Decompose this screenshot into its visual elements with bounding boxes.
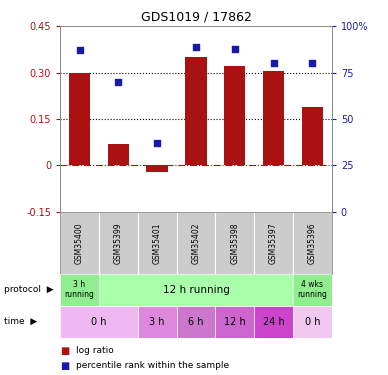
Text: 24 h: 24 h xyxy=(263,316,284,327)
Text: 3 h
running: 3 h running xyxy=(65,280,94,299)
Bar xyxy=(302,106,323,165)
Text: log ratio: log ratio xyxy=(76,346,113,355)
Bar xyxy=(254,212,293,274)
Text: 12 h running: 12 h running xyxy=(163,285,229,295)
Text: 0 h: 0 h xyxy=(91,316,107,327)
Bar xyxy=(224,66,246,165)
Text: 6 h: 6 h xyxy=(188,316,204,327)
Text: time  ▶: time ▶ xyxy=(4,317,37,326)
Bar xyxy=(215,306,254,338)
Bar xyxy=(99,274,293,306)
Text: GSM35396: GSM35396 xyxy=(308,222,317,264)
Point xyxy=(232,45,238,51)
Text: 12 h: 12 h xyxy=(224,316,246,327)
Point xyxy=(193,44,199,50)
Text: GSM35401: GSM35401 xyxy=(152,222,162,264)
Bar xyxy=(60,306,138,338)
Point xyxy=(76,47,83,53)
Text: 3 h: 3 h xyxy=(149,316,165,327)
Bar xyxy=(60,212,99,274)
Bar xyxy=(177,212,215,274)
Bar xyxy=(254,306,293,338)
Text: 4 wks
running: 4 wks running xyxy=(298,280,327,299)
Point xyxy=(115,79,121,85)
Bar xyxy=(138,306,177,338)
Bar xyxy=(177,306,215,338)
Text: GSM35399: GSM35399 xyxy=(114,222,123,264)
Bar xyxy=(185,57,207,165)
Bar xyxy=(99,212,138,274)
Text: protocol  ▶: protocol ▶ xyxy=(4,285,54,294)
Bar xyxy=(108,144,129,165)
Text: GSM35400: GSM35400 xyxy=(75,222,84,264)
Bar xyxy=(293,212,332,274)
Title: GDS1019 / 17862: GDS1019 / 17862 xyxy=(140,11,251,24)
Bar xyxy=(293,306,332,338)
Bar xyxy=(60,274,99,306)
Point xyxy=(270,60,277,66)
Bar xyxy=(138,212,177,274)
Text: GSM35402: GSM35402 xyxy=(191,222,201,264)
Bar xyxy=(69,73,90,165)
Text: ■: ■ xyxy=(60,346,69,355)
Text: GSM35398: GSM35398 xyxy=(230,222,239,264)
Text: GSM35397: GSM35397 xyxy=(269,222,278,264)
Bar xyxy=(263,71,284,165)
Text: percentile rank within the sample: percentile rank within the sample xyxy=(76,361,229,370)
Text: 0 h: 0 h xyxy=(305,316,320,327)
Text: ■: ■ xyxy=(60,361,69,370)
Bar xyxy=(293,274,332,306)
Point xyxy=(309,60,315,66)
Bar xyxy=(147,165,168,172)
Bar xyxy=(215,212,254,274)
Point xyxy=(154,140,160,146)
